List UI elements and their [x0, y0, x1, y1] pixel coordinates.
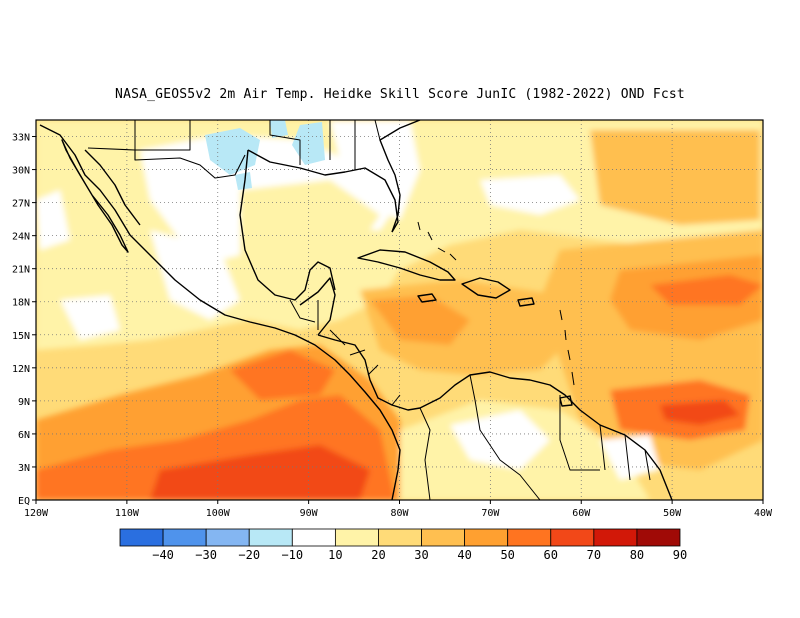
lon-tick-label: 70W: [481, 508, 500, 519]
colorbar-label: 40: [457, 548, 471, 562]
coastlines: [39, 120, 673, 500]
lat-tick-label: 27N: [12, 199, 30, 210]
border-us-mexico: [87, 147, 246, 179]
island-jamaica: [417, 293, 437, 303]
coast-pacific-mexico: [39, 124, 401, 500]
lat-tick-label: 3N: [18, 463, 30, 474]
colorbar-swatch: [464, 528, 509, 547]
lat-tick-label: 6N: [18, 430, 30, 441]
field-blue-texas-2: [235, 172, 252, 190]
island-cuba: [357, 249, 456, 281]
latitude-axis: EQ 3N 6N 9N 12N 15N 18N 21N 24N 27N 30N 33N: [12, 133, 36, 507]
colorbar-label: −10: [281, 548, 303, 562]
field-west-pacific-white: [60, 295, 120, 340]
colorbar-label: 20: [371, 548, 385, 562]
field-pacific-red: [150, 445, 370, 500]
field-atlantic-north-deep: [650, 275, 763, 305]
coast-gulf-mexico: [239, 149, 336, 301]
field-east-atlantic-orange: [590, 130, 760, 225]
coast-baja: [61, 139, 129, 253]
lon-tick-label: 120W: [24, 508, 49, 519]
colorbar-swatch: [507, 528, 552, 547]
island-trinidad: [559, 395, 573, 407]
field-pacific-core: [230, 350, 335, 400]
colorbar-swatch: [162, 528, 207, 547]
colorbar-swatch: [636, 528, 681, 547]
lon-tick-label: 40W: [754, 508, 773, 519]
colorbar-swatch: [550, 528, 595, 547]
field-florida-white: [330, 120, 420, 220]
field-atlantic-red: [660, 400, 740, 425]
field-west-pacific-white-2: [36, 190, 70, 250]
border-south-america: [419, 374, 651, 500]
colorbar-label: 50: [500, 548, 514, 562]
coast-gulf-of-california: [84, 149, 141, 226]
lon-tick-label: 100W: [206, 508, 231, 519]
lat-tick-label: 30N: [12, 166, 30, 177]
lat-tick-label: 15N: [12, 331, 30, 342]
colorbar-label: 70: [587, 548, 601, 562]
longitude-axis: 120W 110W 100W 90W 80W 70W 60W 50W 40W: [24, 500, 773, 519]
border-us-states: [134, 120, 381, 170]
lon-tick-label: 50W: [663, 508, 682, 519]
island-bahamas: [417, 221, 457, 261]
colorbar-label: 10: [328, 548, 342, 562]
lon-tick-label: 90W: [300, 508, 319, 519]
island-lesser-antilles: [559, 309, 575, 386]
coast-yucatan: [299, 277, 336, 336]
colorbar-label: 90: [673, 548, 687, 562]
colorbar-label: −30: [195, 548, 217, 562]
field-gulf-pale: [240, 180, 380, 275]
field-blue-oklahoma: [270, 120, 288, 138]
lat-tick-label: 9N: [18, 397, 30, 408]
lon-tick-label: 110W: [115, 508, 140, 519]
coast-south-america-north: [419, 371, 673, 500]
colorbar-label: 30: [414, 548, 428, 562]
lat-tick-label: 24N: [12, 232, 30, 243]
colorbar-label: 60: [544, 548, 558, 562]
colorbar-swatch: [248, 528, 293, 547]
lon-tick-label: 60W: [572, 508, 591, 519]
colorbar-label: −40: [152, 548, 174, 562]
field-south-america-white: [450, 410, 550, 470]
coast-florida-atlantic: [379, 120, 421, 233]
map-title: NASA_GEOS5v2 2m Air Temp. Heidke Skill S…: [115, 87, 685, 102]
field-atlantic-white: [480, 175, 580, 215]
lat-tick-label: 33N: [12, 133, 30, 144]
island-hispaniola: [461, 277, 511, 299]
graticule: [36, 120, 763, 500]
lat-tick-label: 18N: [12, 298, 30, 309]
colorbar-swatch: [378, 528, 422, 547]
lon-tick-label: 80W: [390, 508, 409, 519]
colorbar-swatch: [421, 528, 466, 547]
field-guiana-white: [600, 435, 660, 480]
colorbar: −40 −30 −20 −10 10 20 30 40 50 60 70 80 90: [119, 528, 687, 562]
colorbar-swatch: [291, 528, 336, 547]
colorbar-swatch: [334, 528, 379, 547]
colorbar-swatch: [119, 528, 164, 547]
lat-tick-label: EQ: [18, 496, 30, 507]
colorbar-swatch: [593, 528, 638, 547]
colorbar-swatch: [205, 528, 250, 547]
border-central-america: [289, 299, 401, 406]
colorbar-label: 80: [630, 548, 644, 562]
colorbar-label: −20: [238, 548, 260, 562]
field-caribbean-south: [370, 295, 470, 345]
lat-tick-label: 21N: [12, 265, 30, 276]
island-puerto-rico: [517, 297, 535, 307]
lat-tick-label: 12N: [12, 364, 30, 375]
